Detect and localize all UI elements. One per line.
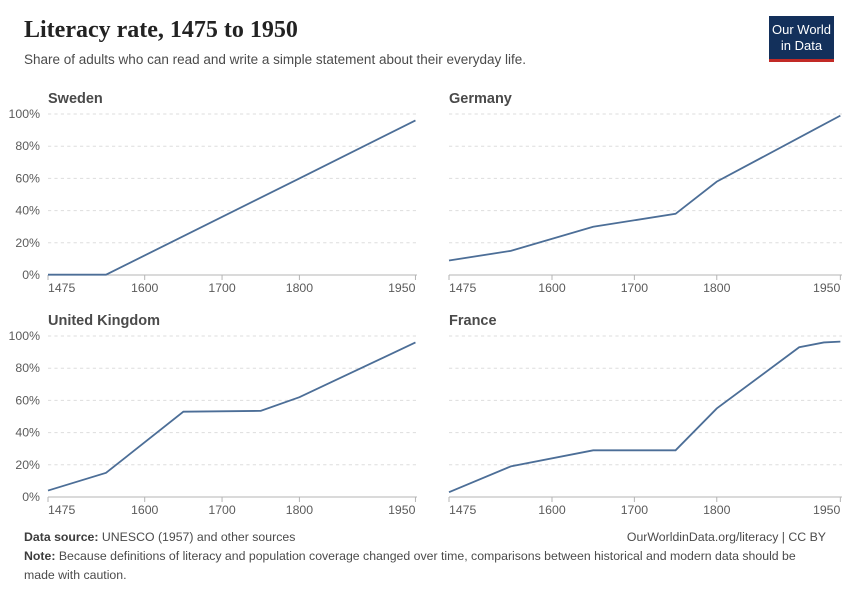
svg-text:1475: 1475 [48,503,76,517]
svg-text:1600: 1600 [131,281,159,295]
svg-text:1800: 1800 [703,281,731,295]
svg-text:1950: 1950 [813,503,841,517]
svg-text:1600: 1600 [538,503,566,517]
svg-text:1600: 1600 [538,281,566,295]
svg-text:1800: 1800 [286,281,314,295]
svg-text:1700: 1700 [208,281,236,295]
svg-text:60%: 60% [15,393,40,407]
svg-text:1700: 1700 [621,281,649,295]
svg-text:1950: 1950 [813,281,841,295]
svg-text:1950: 1950 [388,503,416,517]
svg-text:1700: 1700 [208,503,236,517]
svg-text:20%: 20% [15,458,40,472]
svg-text:40%: 40% [15,426,40,440]
svg-text:1475: 1475 [449,281,477,295]
svg-text:1950: 1950 [388,281,416,295]
svg-text:100%: 100% [9,107,41,121]
svg-text:1475: 1475 [449,503,477,517]
svg-text:1800: 1800 [286,503,314,517]
svg-text:80%: 80% [15,139,40,153]
svg-text:40%: 40% [15,204,40,218]
svg-text:1600: 1600 [131,503,159,517]
svg-text:1800: 1800 [703,503,731,517]
svg-text:60%: 60% [15,171,40,185]
svg-text:1475: 1475 [48,281,76,295]
svg-text:80%: 80% [15,361,40,375]
svg-text:0%: 0% [22,268,40,282]
svg-text:100%: 100% [9,329,41,343]
svg-text:0%: 0% [22,490,40,504]
svg-text:20%: 20% [15,236,40,250]
svg-text:1700: 1700 [621,503,649,517]
